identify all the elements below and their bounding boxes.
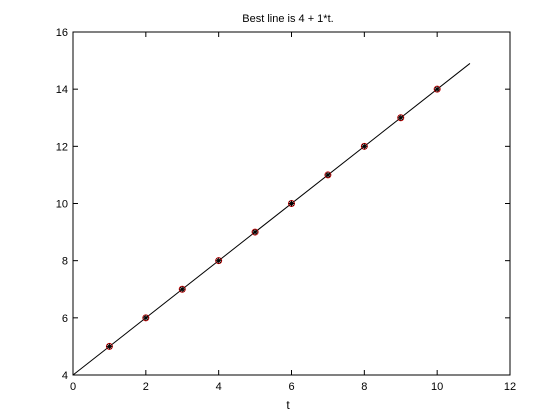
x-axis: 0 2 4 6 8 10 12: [70, 32, 516, 393]
marker-star-d2: [398, 115, 404, 121]
data-point: [360, 142, 368, 150]
y-tick-label: 14: [56, 84, 68, 96]
data-points: [105, 85, 441, 350]
x-axis-label: t: [286, 398, 290, 412]
x-tick-label: 10: [431, 381, 443, 393]
x-tick-label: 12: [504, 381, 516, 393]
marker-star-d2: [179, 286, 185, 292]
x-tick-label: 8: [361, 381, 367, 393]
y-tick-label: 8: [62, 256, 68, 268]
y-tick-label: 4: [62, 370, 68, 382]
marker-star-d2: [289, 201, 294, 206]
marker-star-d2: [216, 258, 222, 264]
marker-star-d2: [143, 315, 149, 321]
y-tick-label: 6: [62, 313, 68, 325]
chart-title: Best line is 4 + 1*t.: [242, 13, 333, 25]
x-tick-label: 0: [70, 381, 76, 393]
data-point: [142, 314, 150, 322]
x-tick-label: 2: [143, 381, 149, 393]
data-point: [251, 228, 259, 236]
y-tick-label: 16: [56, 27, 68, 39]
data-point: [433, 85, 441, 93]
fit-line-group: [72, 63, 471, 376]
data-point: [105, 342, 113, 350]
x-tick-label: 4: [216, 381, 222, 393]
y-tick-label: 10: [56, 199, 68, 211]
marker-star-d2: [252, 229, 258, 235]
data-point: [324, 171, 332, 179]
marker-star-d2: [106, 343, 112, 349]
data-point: [215, 257, 223, 265]
marker-star-d2: [325, 172, 331, 178]
data-point: [178, 285, 186, 293]
marker-star-d2: [434, 86, 440, 92]
data-point: [397, 114, 405, 122]
x-tick-label: 6: [288, 381, 294, 393]
y-axis: 4 6 8 10 12 14 16: [56, 27, 510, 382]
marker-star-d2: [361, 143, 367, 149]
y-tick-label: 12: [56, 141, 68, 153]
fit-line: [72, 63, 471, 376]
data-point: [288, 200, 295, 207]
